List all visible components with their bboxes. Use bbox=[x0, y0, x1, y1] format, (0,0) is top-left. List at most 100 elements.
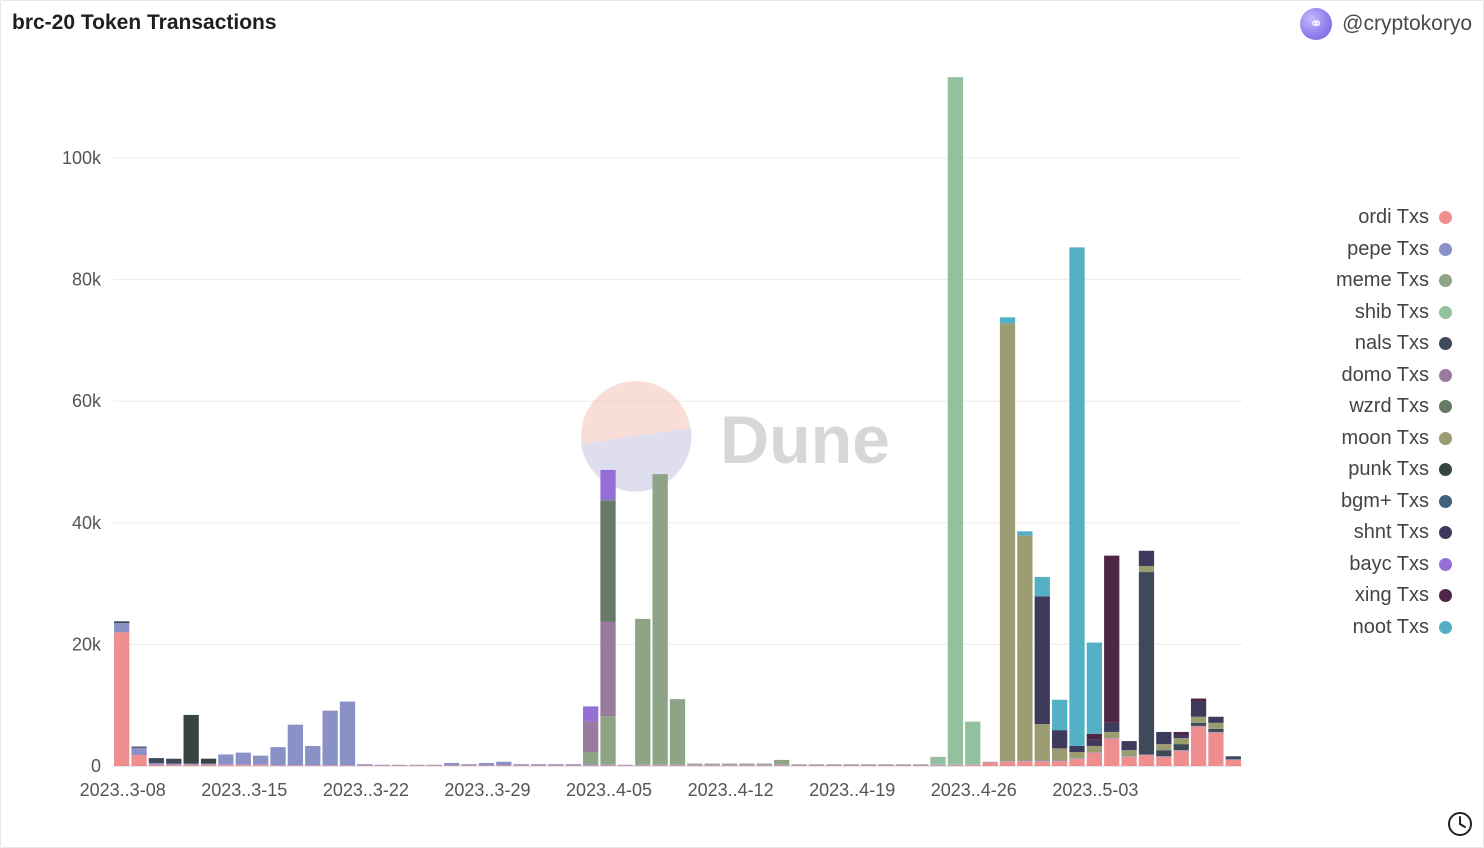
legend-item[interactable]: domo Txs bbox=[1252, 360, 1452, 392]
bar-segment[interactable] bbox=[1017, 761, 1033, 766]
bar-segment[interactable] bbox=[739, 765, 755, 766]
bar-segment[interactable] bbox=[565, 764, 581, 766]
legend-item[interactable]: wzrd Txs bbox=[1252, 391, 1452, 423]
bar-segment[interactable] bbox=[1086, 733, 1102, 740]
bar-segment[interactable] bbox=[947, 764, 964, 766]
bar-segment[interactable] bbox=[1034, 596, 1050, 725]
bar-segment[interactable] bbox=[756, 765, 772, 766]
bar-segment[interactable] bbox=[1051, 748, 1068, 761]
bar-segment[interactable] bbox=[1190, 726, 1207, 766]
bar-segment[interactable] bbox=[583, 721, 599, 753]
bar-segment[interactable] bbox=[1156, 756, 1172, 766]
bar-segment[interactable] bbox=[1104, 555, 1120, 723]
bar-segment[interactable] bbox=[1173, 750, 1189, 751]
bar-segment[interactable] bbox=[583, 764, 599, 766]
bar-segment[interactable] bbox=[1034, 761, 1050, 766]
bar-segment[interactable] bbox=[1034, 576, 1050, 597]
legend-item[interactable]: ordi Txs bbox=[1252, 202, 1452, 234]
bar-segment[interactable] bbox=[1051, 761, 1068, 766]
bar-segment[interactable] bbox=[1086, 642, 1102, 734]
bar-segment[interactable] bbox=[1190, 698, 1207, 702]
bar-segment[interactable] bbox=[530, 764, 547, 766]
bar-segment[interactable] bbox=[1190, 716, 1207, 723]
bar-segment[interactable] bbox=[1208, 732, 1224, 766]
bar-segment[interactable] bbox=[1051, 699, 1068, 731]
bar-segment[interactable] bbox=[1156, 750, 1172, 757]
bar-segment[interactable] bbox=[982, 762, 998, 766]
bar-segment[interactable] bbox=[600, 621, 616, 717]
bar-segment[interactable] bbox=[930, 764, 946, 765]
legend-item[interactable]: moon Txs bbox=[1252, 423, 1452, 455]
bar-segment[interactable] bbox=[791, 764, 807, 766]
bar-segment[interactable] bbox=[461, 764, 477, 766]
bar-segment[interactable] bbox=[1225, 759, 1241, 766]
clock-icon[interactable] bbox=[1446, 810, 1474, 838]
bar-segment[interactable] bbox=[860, 765, 877, 766]
bar-segment[interactable] bbox=[148, 764, 165, 766]
bar-segment[interactable] bbox=[1069, 758, 1085, 766]
bar-segment[interactable] bbox=[1190, 725, 1207, 727]
bar-segment[interactable] bbox=[200, 763, 217, 765]
bar-segment[interactable] bbox=[617, 764, 634, 766]
bar-segment[interactable] bbox=[357, 765, 373, 766]
bar-segment[interactable] bbox=[878, 765, 894, 766]
bar-segment[interactable] bbox=[1208, 728, 1224, 732]
bar-segment[interactable] bbox=[669, 699, 686, 765]
bar-segment[interactable] bbox=[1104, 738, 1120, 766]
bar-segment[interactable] bbox=[148, 762, 165, 765]
bar-segment[interactable] bbox=[1104, 731, 1120, 739]
bar-segment[interactable] bbox=[1208, 731, 1224, 733]
legend-item[interactable]: bgm+ Txs bbox=[1252, 486, 1452, 518]
bar-segment[interactable] bbox=[148, 758, 165, 763]
bar-segment[interactable] bbox=[166, 764, 182, 766]
bar-segment[interactable] bbox=[982, 761, 998, 763]
bar-segment[interactable] bbox=[826, 764, 842, 765]
bar-segment[interactable] bbox=[999, 323, 1016, 762]
bar-segment[interactable] bbox=[808, 764, 825, 766]
bar-segment[interactable] bbox=[1086, 752, 1102, 753]
bar-segment[interactable] bbox=[652, 764, 668, 766]
bar-segment[interactable] bbox=[530, 765, 547, 766]
bar-segment[interactable] bbox=[687, 765, 703, 766]
bar-segment[interactable] bbox=[1156, 756, 1172, 757]
bar-segment[interactable] bbox=[669, 764, 686, 766]
bar-segment[interactable] bbox=[895, 764, 911, 766]
bar-segment[interactable] bbox=[1173, 744, 1189, 751]
bar-segment[interactable] bbox=[860, 764, 877, 766]
bar-segment[interactable] bbox=[1121, 741, 1137, 751]
bar-segment[interactable] bbox=[374, 764, 390, 766]
bar-segment[interactable] bbox=[999, 317, 1016, 324]
bar-segment[interactable] bbox=[1225, 756, 1241, 760]
bar-segment[interactable] bbox=[756, 764, 772, 766]
bar-segment[interactable] bbox=[826, 765, 842, 766]
bar-segment[interactable] bbox=[114, 632, 130, 766]
bar-segment[interactable] bbox=[270, 765, 286, 766]
bar-segment[interactable] bbox=[1086, 752, 1102, 766]
bar-segment[interactable] bbox=[565, 765, 581, 766]
bar-segment[interactable] bbox=[583, 765, 599, 766]
bar-segment[interactable] bbox=[1069, 758, 1085, 759]
bar-segment[interactable] bbox=[947, 77, 964, 765]
bar-segment[interactable] bbox=[965, 764, 981, 766]
bar-segment[interactable] bbox=[374, 765, 390, 766]
bar-segment[interactable] bbox=[947, 764, 964, 765]
bar-segment[interactable] bbox=[895, 764, 911, 765]
bar-segment[interactable] bbox=[287, 765, 304, 766]
bar-segment[interactable] bbox=[339, 701, 356, 766]
bar-segment[interactable] bbox=[1208, 716, 1224, 723]
bar-segment[interactable] bbox=[200, 764, 217, 766]
bar-segment[interactable] bbox=[635, 765, 651, 766]
bar-segment[interactable] bbox=[1104, 738, 1120, 739]
author-name[interactable]: @cryptokoryo bbox=[1342, 12, 1472, 35]
bar-segment[interactable] bbox=[1138, 754, 1155, 756]
bar-segment[interactable] bbox=[114, 621, 130, 624]
bar-segment[interactable] bbox=[1069, 247, 1085, 746]
legend-item[interactable]: xing Txs bbox=[1252, 580, 1452, 612]
bar-segment[interactable] bbox=[166, 758, 182, 764]
bar-segment[interactable] bbox=[426, 765, 442, 766]
bar-segment[interactable] bbox=[1190, 701, 1207, 717]
bar-segment[interactable] bbox=[548, 764, 564, 766]
bar-segment[interactable] bbox=[305, 745, 321, 766]
bar-segment[interactable] bbox=[1156, 731, 1172, 745]
bar-segment[interactable] bbox=[687, 764, 703, 766]
